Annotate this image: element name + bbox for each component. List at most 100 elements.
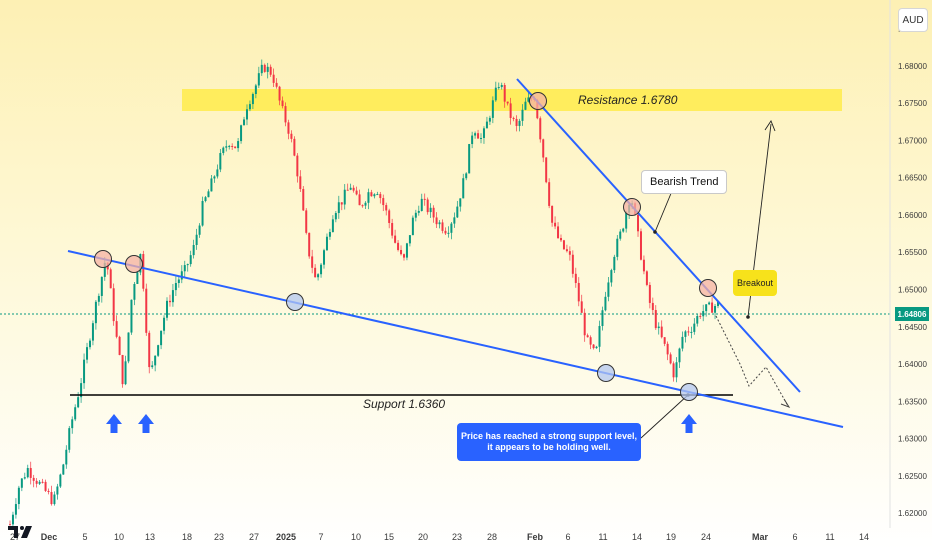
candle-body	[568, 251, 571, 255]
candle-body	[571, 254, 574, 274]
candle-body	[607, 282, 610, 297]
y-tick-label: 1.64500	[898, 323, 927, 332]
candle-body	[651, 302, 654, 311]
candle-body	[654, 310, 657, 329]
x-tick-label: 28	[487, 532, 497, 542]
x-tick-label: 13	[145, 532, 155, 542]
candle-body	[539, 118, 542, 140]
x-tick-label: 5	[82, 532, 87, 542]
candle-body	[65, 449, 68, 465]
candle-body	[382, 198, 385, 206]
tradingview-logo-icon[interactable]	[8, 524, 34, 540]
candle-body	[435, 217, 438, 225]
candle-body	[148, 332, 151, 368]
support-note-callout: Price has reached a strong support level…	[457, 423, 641, 461]
candle-body	[675, 362, 678, 378]
candle-body	[145, 288, 148, 333]
candle-body	[506, 101, 509, 104]
candle-body	[717, 301, 719, 307]
candle-body	[50, 492, 53, 505]
candle-body	[142, 254, 145, 289]
candle-body	[201, 201, 204, 226]
resistance-touch-marker	[94, 250, 112, 268]
candle-body	[293, 138, 296, 156]
candle-body	[317, 274, 320, 278]
resistance-touch-marker	[125, 255, 143, 273]
candle-body	[477, 133, 480, 139]
candle-body	[160, 330, 163, 346]
y-tick-label: 1.66500	[898, 174, 927, 183]
y-axis: 1.685001.680001.675001.670001.665001.660…	[898, 25, 927, 518]
candle-body	[391, 223, 394, 236]
candle-body	[83, 359, 86, 384]
candle-body	[213, 176, 216, 179]
candle-body	[450, 223, 453, 233]
candle-body	[257, 73, 260, 86]
candle-body	[420, 198, 423, 211]
y-tick-label: 1.65000	[898, 285, 927, 294]
candle-body	[331, 219, 334, 233]
y-tick-label: 1.63500	[898, 397, 927, 406]
support-label: Support 1.6360	[363, 397, 446, 411]
candle-body	[41, 481, 44, 483]
candle-body	[133, 283, 136, 300]
breakout-pointer-dot	[746, 315, 750, 319]
candle-body	[551, 205, 554, 223]
candle-body	[610, 270, 613, 283]
candle-body	[447, 232, 450, 234]
candle-body	[367, 192, 370, 203]
x-tick-label: 10	[114, 532, 124, 542]
candle-body	[592, 344, 595, 349]
candle-body	[346, 189, 349, 191]
candle-body	[325, 236, 328, 251]
y-tick-label: 1.65500	[898, 248, 927, 257]
candle-body	[192, 245, 195, 256]
resistance-label: Resistance 1.6780	[578, 93, 678, 107]
candle-body	[207, 191, 210, 198]
markers	[94, 92, 717, 401]
projection-arrow-head	[780, 398, 791, 408]
candle-body	[216, 169, 219, 177]
candle-body	[515, 118, 518, 126]
candle-body	[500, 84, 503, 88]
candle-body	[373, 194, 376, 197]
candle-body	[497, 87, 500, 89]
candle-body	[62, 464, 65, 475]
y-tick-label: 1.64000	[898, 360, 927, 369]
candle-body	[228, 145, 231, 147]
support-touch-marker	[597, 364, 615, 382]
x-tick-label: 23	[452, 532, 462, 542]
candle-body	[453, 217, 456, 224]
candle-body	[408, 235, 411, 244]
x-tick-label: 7	[318, 532, 323, 542]
candle-body	[59, 474, 62, 487]
x-tick-label: 14	[859, 532, 869, 542]
y-tick-label: 1.62500	[898, 472, 927, 481]
candle-body	[38, 481, 41, 484]
candle-body	[583, 312, 586, 336]
candle-body	[47, 490, 50, 493]
candle-body	[71, 419, 74, 429]
candle-body	[509, 103, 512, 118]
currency-button[interactable]: AUD	[898, 8, 928, 32]
candle-body	[204, 197, 207, 202]
breakout-label: Breakout	[733, 270, 777, 296]
up-arrow-icon	[106, 414, 122, 433]
candle-body	[358, 194, 361, 206]
candle-body	[77, 397, 80, 408]
candle-body	[648, 284, 651, 303]
x-tick-label: 6	[565, 532, 570, 542]
candle-body	[429, 207, 432, 213]
candle-body	[151, 365, 154, 368]
candle-body	[494, 87, 497, 101]
candle-body	[397, 242, 400, 250]
candle-body	[693, 323, 696, 332]
candle-body	[672, 363, 675, 378]
candle-body	[53, 494, 56, 505]
candle-body	[601, 310, 604, 327]
candle-body	[456, 206, 459, 218]
x-tick-label: 11	[825, 532, 834, 542]
candle-body	[56, 486, 59, 495]
candle-body	[260, 64, 263, 74]
